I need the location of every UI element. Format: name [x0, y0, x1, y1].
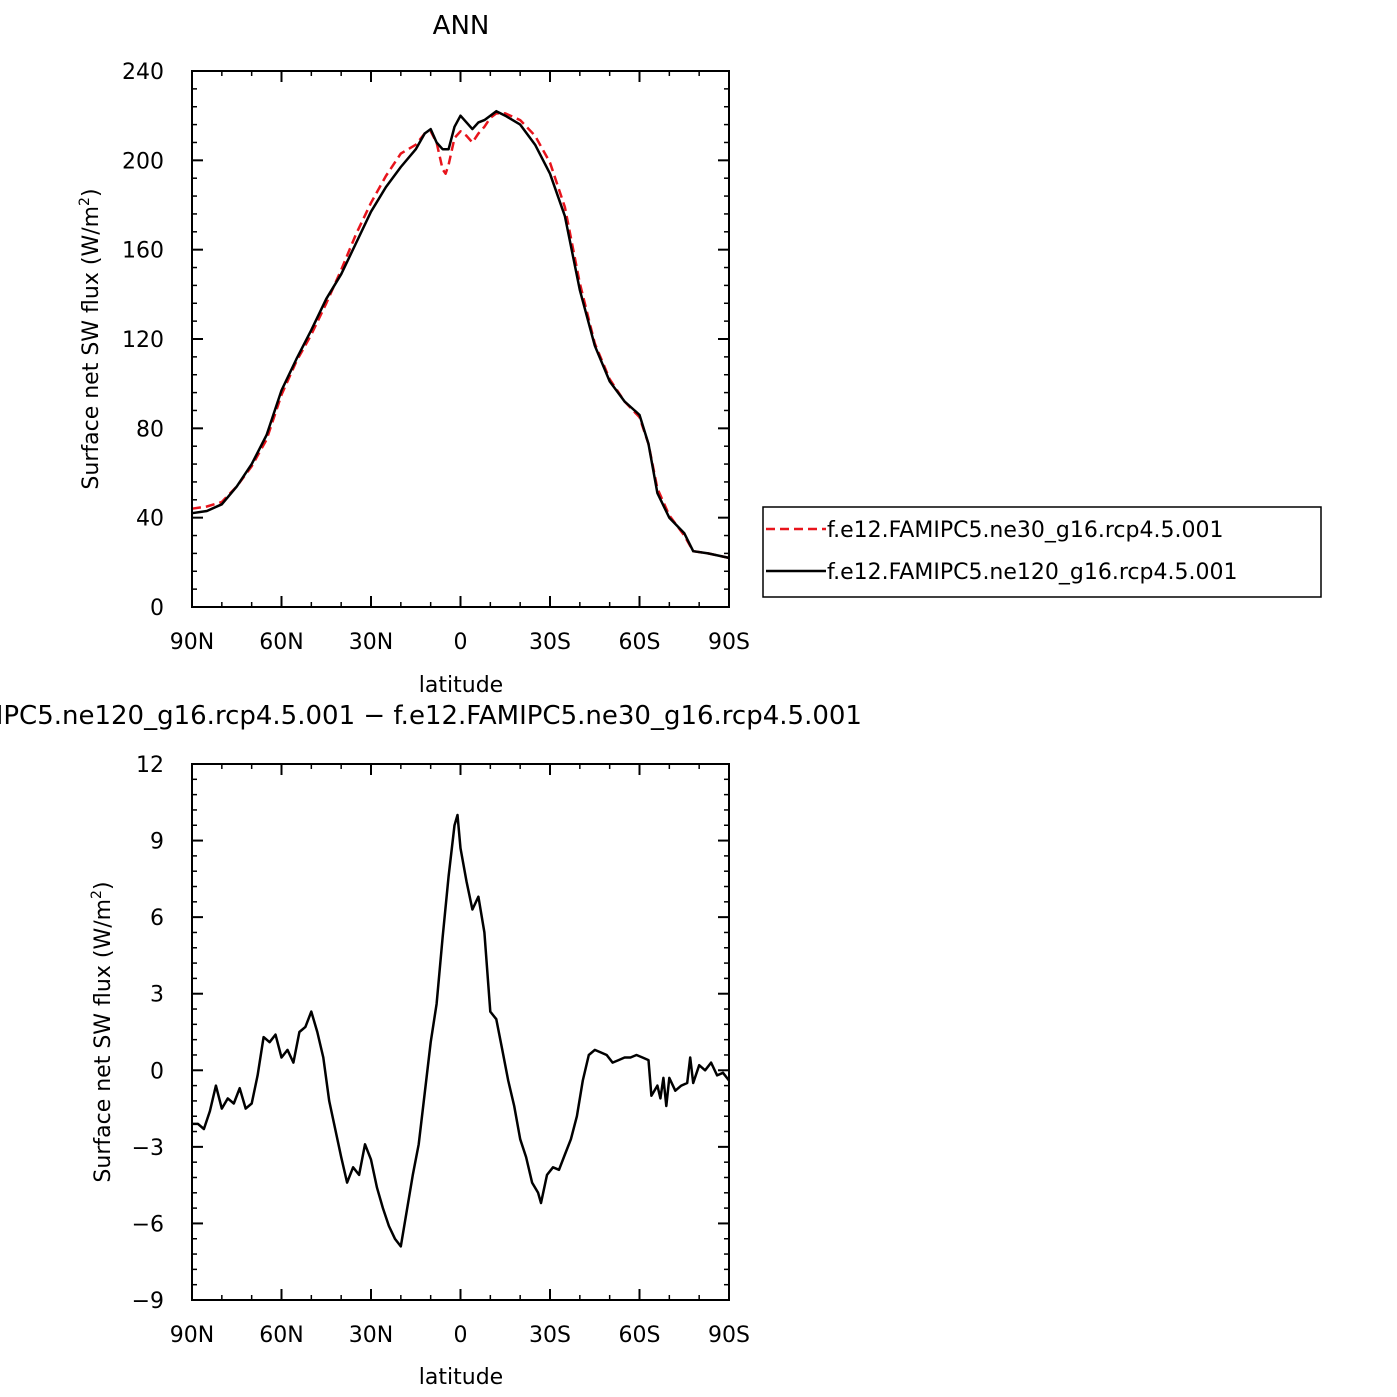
- bottom-chart-frame: [191, 763, 730, 1301]
- y-tick-label: 6: [150, 906, 164, 931]
- y-tick-label: −6: [132, 1212, 164, 1237]
- top-chart-ticks: 90N 60N 30N 0 30S 60S 90S 0 40 80 120 160 200 240: [122, 60, 750, 655]
- bottom-chart-y-axis-title-close: ): [91, 881, 116, 890]
- top-chart-frame: [191, 70, 730, 608]
- top-chart-x-axis-title: latitude: [419, 673, 503, 698]
- x-tick-label: 90S: [708, 1323, 750, 1348]
- x-tick-label: 30S: [529, 1323, 571, 1348]
- series-line-0: [191, 112, 730, 560]
- x-tick-label: 60N: [259, 630, 303, 655]
- bottom-chart-panel: f.e12.FAMIPC5.ne120_g16.rcp4.5.001 − f.e…: [0, 701, 862, 1390]
- x-tick-label: 30N: [349, 1323, 393, 1348]
- y-tick-label: 12: [136, 753, 164, 778]
- top-chart-title: ANN: [433, 11, 490, 41]
- bottom-chart-series: [192, 813, 730, 1248]
- top-chart-panel: ANN 90N 60N 30N 0 30S 60S 90S 0 40 80 120 160 200 240…: [77, 11, 1322, 698]
- bottom-chart-y-axis-title-sup: 2: [89, 890, 105, 899]
- y-tick-label: 80: [136, 417, 164, 442]
- bottom-chart-y-axis-title: Surface net SW flux (W/m2): [89, 881, 116, 1182]
- x-tick-label: 60N: [259, 1323, 303, 1348]
- top-chart-y-axis-title-main: Surface net SW flux (W/m: [79, 206, 104, 490]
- x-tick-label: 30N: [349, 630, 393, 655]
- y-tick-label: −3: [132, 1136, 164, 1161]
- bottom-chart-x-axis-title: latitude: [419, 1365, 503, 1390]
- series-line-0: [192, 813, 730, 1248]
- y-tick-label: 3: [150, 983, 164, 1008]
- y-tick-label: −9: [132, 1289, 164, 1314]
- x-tick-label: 90S: [708, 630, 750, 655]
- y-tick-label: 0: [150, 596, 164, 621]
- y-tick-label: 200: [122, 149, 164, 174]
- bottom-chart-y-axis-title-main: Surface net SW flux (W/m: [91, 899, 116, 1183]
- bottom-chart-ticks: 90N 60N 30N 0 30S 60S 90S −9 −6 −3 0 3 6 9 12: [132, 753, 750, 1348]
- x-tick-label: 90N: [170, 1323, 214, 1348]
- y-tick-label: 0: [150, 1059, 164, 1084]
- top-chart-series: [191, 109, 730, 560]
- y-tick-label: 240: [122, 60, 164, 85]
- legend-label-ne120: f.e12.FAMIPC5.ne120_g16.rcp4.5.001: [827, 560, 1237, 585]
- top-chart-legend: f.e12.FAMIPC5.ne30_g16.rcp4.5.001 f.e12.…: [762, 506, 1322, 598]
- series-line-1: [191, 109, 730, 560]
- legend-label-ne30: f.e12.FAMIPC5.ne30_g16.rcp4.5.001: [827, 518, 1223, 543]
- top-chart-y-axis-title: Surface net SW flux (W/m2): [77, 188, 104, 489]
- x-tick-label: 60S: [619, 1323, 661, 1348]
- y-tick-label: 40: [136, 507, 164, 532]
- x-tick-label: 30S: [529, 630, 571, 655]
- y-tick-label: 160: [122, 239, 164, 264]
- x-tick-label: 60S: [619, 630, 661, 655]
- top-chart-y-axis-title-close: ): [79, 188, 104, 197]
- top-chart-y-axis-title-sup: 2: [77, 197, 93, 206]
- legend-box: [762, 506, 1322, 598]
- bottom-chart-title: f.e12.FAMIPC5.ne120_g16.rcp4.5.001 − f.e…: [0, 701, 862, 731]
- x-tick-label: 0: [454, 630, 468, 655]
- y-tick-label: 120: [122, 328, 164, 353]
- y-tick-label: 9: [150, 830, 164, 855]
- x-tick-label: 0: [454, 1323, 468, 1348]
- x-tick-label: 90N: [170, 630, 214, 655]
